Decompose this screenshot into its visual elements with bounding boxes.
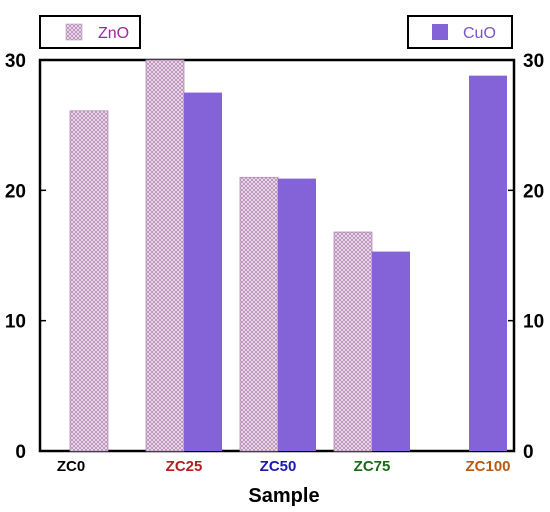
axes-layer: ZC0 ZC25 ZC50 ZC75 ZC100 0 0 10 10 20 20 30 30 bbox=[5, 51, 544, 475]
legend-label-zno: ZnO bbox=[98, 25, 129, 42]
legend-box-zno bbox=[39, 15, 141, 49]
y-tick-label-left-0: 0 bbox=[15, 442, 26, 463]
y-tick-label-left-10: 10 bbox=[5, 312, 26, 333]
legend-znO: ZnO bbox=[39, 15, 141, 49]
bar-zno-zc25 bbox=[145, 59, 185, 452]
x-tick-label-zc0: ZC0 bbox=[57, 458, 85, 475]
x-tick-label-zc50: ZC50 bbox=[260, 458, 297, 475]
legend-cuo: CuO bbox=[407, 15, 513, 49]
bar-cuo-zc75 bbox=[372, 251, 410, 451]
bar-cuo-zc25 bbox=[184, 92, 222, 451]
legend-box-cuo bbox=[407, 15, 513, 49]
legend-swatch-cuo bbox=[432, 24, 448, 40]
y-tick-label-left-30: 30 bbox=[5, 51, 26, 72]
x-tick-label-zc100: ZC100 bbox=[465, 458, 510, 475]
y-tick-label-right-0: 0 bbox=[523, 442, 534, 463]
x-tick-label-zc75: ZC75 bbox=[354, 458, 391, 475]
y-tick-label-left-20: 20 bbox=[5, 181, 26, 202]
bar-zno-zc0 bbox=[69, 110, 109, 452]
bar-cuo-zc50 bbox=[278, 178, 316, 451]
bar-zno-zc75 bbox=[333, 231, 373, 452]
bar-zno-zc50 bbox=[239, 176, 279, 452]
y-tick-label-right-10: 10 bbox=[523, 312, 544, 333]
x-tick-label-zc25: ZC25 bbox=[166, 458, 203, 475]
legend-swatch-zno bbox=[65, 23, 83, 41]
legend-label-cuo: CuO bbox=[463, 25, 496, 42]
x-axis-label: Sample bbox=[248, 485, 319, 507]
bar-cuo-zc100 bbox=[469, 75, 507, 451]
y-tick-label-right-20: 20 bbox=[523, 181, 544, 202]
y-tick-label-right-30: 30 bbox=[523, 51, 544, 72]
bars-layer bbox=[69, 59, 507, 452]
